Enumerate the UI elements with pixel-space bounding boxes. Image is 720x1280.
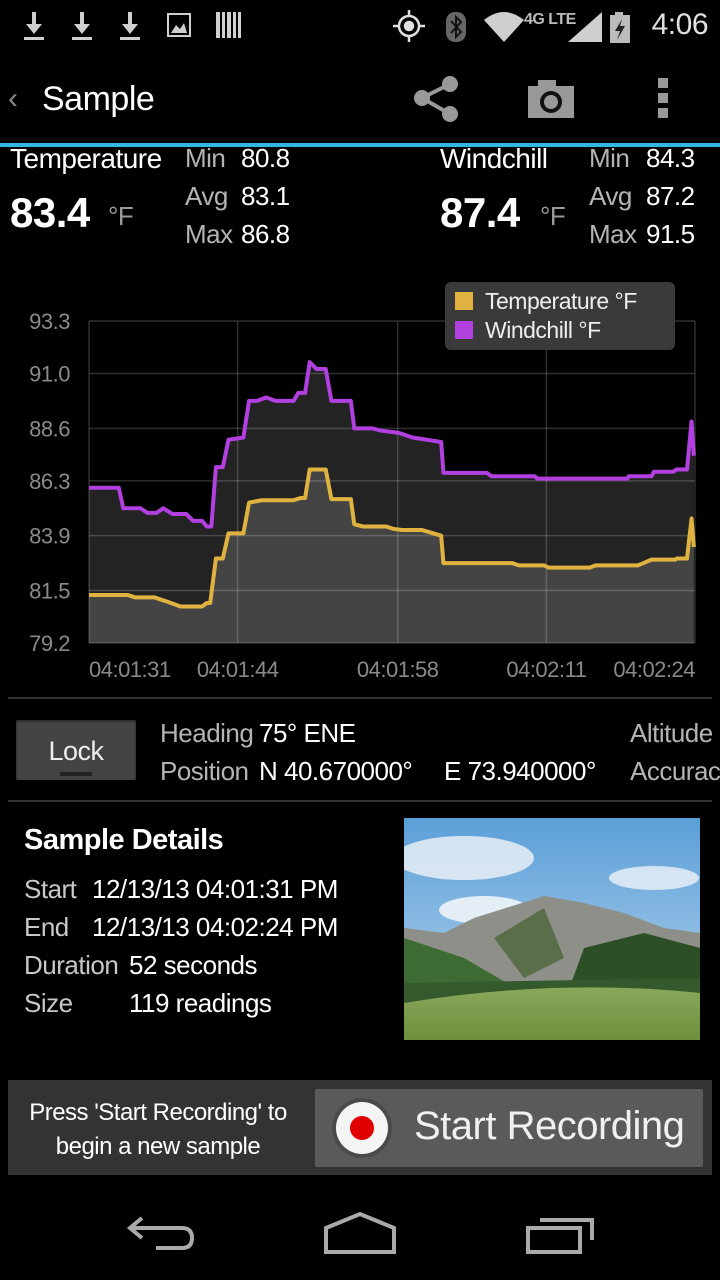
size-value: 119 readings <box>129 988 272 1018</box>
heading-value: 75° ENE <box>259 718 356 748</box>
x-tick-label: 04:01:58 <box>357 657 439 682</box>
windchill-unit: °F <box>540 201 566 231</box>
action-bar-divider <box>0 143 720 147</box>
details-title: Sample Details <box>24 824 224 856</box>
windchill-avg: 87.2 <box>646 181 695 211</box>
sample-photo[interactable] <box>404 818 700 1040</box>
position-longitude: E 73.940000° <box>444 756 596 786</box>
status-bar: 4G LTE 4:06 <box>0 0 720 50</box>
temperature-label: Temperature <box>10 147 162 174</box>
battery-charging-icon <box>610 12 630 43</box>
y-tick-label: 93.3 <box>29 309 70 334</box>
legend-label: Windchill °F <box>485 317 601 343</box>
divider <box>8 800 712 802</box>
windchill-min: 84.3 <box>646 147 695 173</box>
temperature-avg-label: Avg <box>185 181 228 211</box>
lock-button[interactable]: Lock <box>16 720 136 780</box>
lock-indicator <box>60 772 92 776</box>
bluetooth-icon <box>446 12 466 42</box>
windchill-max: 91.5 <box>646 219 695 249</box>
start-recording-label: Start Recording <box>414 1104 685 1148</box>
chart-legend <box>445 282 675 350</box>
y-tick-label: 86.3 <box>29 469 70 494</box>
temperature-min-label: Min <box>185 147 226 173</box>
temperature-min: 80.8 <box>241 147 290 173</box>
navigation-bar <box>0 1195 720 1280</box>
y-tick-label: 79.2 <box>29 631 70 656</box>
temperature-unit: °F <box>108 201 134 231</box>
temperature-value: 83.4 <box>10 189 90 236</box>
prompt-line-2: begin a new sample <box>55 1133 261 1160</box>
download-icon <box>72 12 92 40</box>
temperature-max: 86.8 <box>241 219 290 249</box>
legend-swatch <box>455 292 473 310</box>
camera-icon[interactable] <box>526 76 578 120</box>
y-tick-label: 91.0 <box>29 362 70 387</box>
end-label: End <box>24 912 69 942</box>
series-line-temperature <box>89 467 696 609</box>
duration-value: 52 seconds <box>129 950 257 980</box>
wifi-icon <box>484 12 524 42</box>
end-value: 12/13/13 04:02:24 PM <box>92 912 338 942</box>
page-title[interactable]: Sample <box>42 80 155 118</box>
record-icon <box>332 1098 392 1158</box>
x-tick-label: 04:01:44 <box>197 657 279 682</box>
download-icon <box>24 12 44 40</box>
system-icons: 4G LTE <box>393 10 630 43</box>
y-tick-label: 81.5 <box>29 578 70 603</box>
position-latitude: N 40.670000° <box>259 756 413 786</box>
gps-icon <box>393 10 425 42</box>
windchill-max-label: Max <box>589 219 637 249</box>
temperature-avg: 83.1 <box>241 181 290 211</box>
position-label: Position <box>160 756 249 786</box>
series-line-windchill <box>89 360 696 529</box>
download-icon <box>120 12 140 40</box>
start-value: 12/13/13 04:01:31 PM <box>92 874 338 904</box>
legend-label: Temperature °F <box>485 288 637 314</box>
status-time: 4:06 <box>651 8 709 41</box>
windchill-min-label: Min <box>589 147 630 173</box>
windchill-avg-label: Avg <box>589 181 632 211</box>
network-type: 4G LTE <box>524 11 577 28</box>
action-bar <box>0 50 720 143</box>
prompt-line-1: Press 'Start Recording' to <box>29 1099 287 1126</box>
barcode-icon <box>216 12 241 38</box>
stats-panel: Temperature 83.4 °F Min 80.8 Avg 83.1 Ma… <box>0 147 720 267</box>
share-icon[interactable] <box>412 74 462 124</box>
recording-prompt: Press 'Start Recording' to begin a new s… <box>18 1096 298 1164</box>
start-label: Start <box>24 874 77 904</box>
windchill-label: Windchill <box>440 147 548 174</box>
x-tick-label: 04:02:11 <box>506 657 586 682</box>
duration-label: Duration <box>24 950 119 980</box>
temperature-chart: 93.3 91.0 88.6 86.3 83.9 81.5 79.2 04:01:31 04:0… <box>29 282 696 682</box>
divider <box>8 697 712 699</box>
back-icon[interactable] <box>120 1212 200 1256</box>
x-tick-label: 04:02:24 <box>613 657 695 682</box>
recent-apps-icon[interactable] <box>524 1212 600 1256</box>
notification-icons <box>24 12 241 40</box>
series-area <box>89 469 694 643</box>
size-label: Size <box>24 988 73 1018</box>
image-icon <box>167 13 191 37</box>
back-chevron-icon[interactable]: ‹ <box>8 82 18 115</box>
altitude-label: Altitude <box>630 718 713 748</box>
y-tick-label: 83.9 <box>29 524 70 549</box>
heading-label: Heading <box>160 718 254 748</box>
legend-swatch <box>455 321 473 339</box>
temperature-max-label: Max <box>185 219 233 249</box>
accuracy-label: Accurac <box>630 756 720 786</box>
signal-icon <box>568 12 602 42</box>
overflow-menu-icon[interactable] <box>656 76 670 120</box>
windchill-value: 87.4 <box>440 189 520 236</box>
home-icon[interactable] <box>320 1208 400 1256</box>
y-tick-label: 88.6 <box>29 416 70 441</box>
x-tick-label: 04:01:31 <box>89 657 171 682</box>
lock-label: Lock <box>48 736 104 766</box>
